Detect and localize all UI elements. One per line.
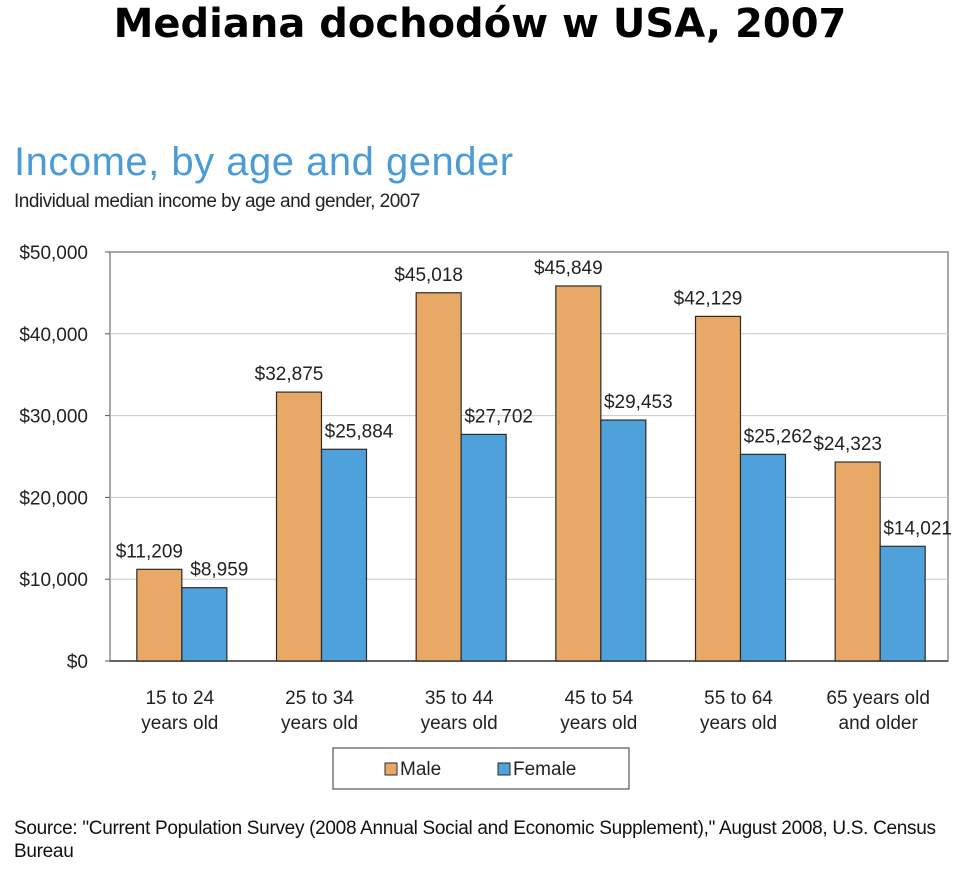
- bar-female: [600, 419, 647, 662]
- x-tick-label: 25 to 34: [285, 688, 354, 709]
- bar-female: [320, 448, 368, 662]
- y-tick-label: $40,000: [19, 325, 88, 346]
- bar-female: [181, 587, 228, 662]
- data-label: $45,849: [534, 258, 603, 279]
- source-note: Source: "Current Population Survey (2008…: [14, 818, 936, 862]
- x-tick-label: years old: [141, 713, 218, 734]
- bar-male: [275, 391, 323, 662]
- bar-male: [415, 292, 462, 662]
- bar-male: [136, 568, 183, 662]
- y-tick-label: $0: [67, 652, 88, 673]
- y-tick-label: $10,000: [19, 570, 88, 591]
- bar-female: [879, 545, 926, 662]
- y-tick-label: $20,000: [19, 488, 88, 509]
- x-tick-label: years old: [281, 713, 358, 734]
- data-label: $11,209: [116, 541, 183, 562]
- data-label: $8,959: [190, 560, 248, 581]
- data-label: $24,323: [813, 434, 882, 455]
- data-label: $14,021: [883, 518, 952, 539]
- x-tick-label: years old: [700, 713, 777, 734]
- y-tick-label: $50,000: [19, 243, 88, 264]
- data-label: $42,129: [674, 288, 743, 309]
- legend-swatch-male: [384, 762, 398, 776]
- x-tick-label: 45 to 54: [564, 688, 633, 709]
- x-tick-label: 35 to 44: [425, 688, 494, 709]
- bar-male: [834, 461, 881, 662]
- x-tick-label: 15 to 24: [145, 688, 214, 709]
- y-tick-label: $30,000: [19, 407, 88, 428]
- data-label: $27,702: [464, 406, 533, 427]
- x-tick-label: 65 years old: [826, 688, 930, 709]
- bar-female: [739, 453, 787, 662]
- data-label: $29,453: [604, 392, 673, 413]
- bar-female: [460, 433, 507, 662]
- bar-male: [694, 315, 742, 662]
- x-tick-label: 55 to 64: [704, 688, 773, 709]
- x-tick-label: years old: [560, 713, 637, 734]
- legend-label-female: Female: [513, 759, 576, 780]
- x-tick-label: and older: [839, 713, 919, 734]
- chart-title: Income, by age and gender: [14, 140, 514, 184]
- data-label: $45,018: [394, 265, 463, 286]
- slide-title: Mediana dochodów w USA, 2007: [113, 1, 847, 47]
- legend-swatch-female: [497, 762, 511, 776]
- data-label: $25,884: [325, 421, 394, 442]
- data-label: $25,262: [744, 426, 813, 447]
- income-bar-chart: $0 $10,000 $20,000 $30,000 $40,000 $50,000 $11…: [19, 243, 952, 790]
- bar-male: [555, 285, 602, 662]
- x-tick-label: years old: [421, 713, 498, 734]
- legend-label-male: Male: [400, 759, 441, 780]
- chart-subtitle: Individual median income by age and gend…: [14, 191, 420, 212]
- plot-area: [109, 251, 949, 662]
- data-label: $32,875: [255, 364, 324, 385]
- legend-box: [332, 747, 630, 790]
